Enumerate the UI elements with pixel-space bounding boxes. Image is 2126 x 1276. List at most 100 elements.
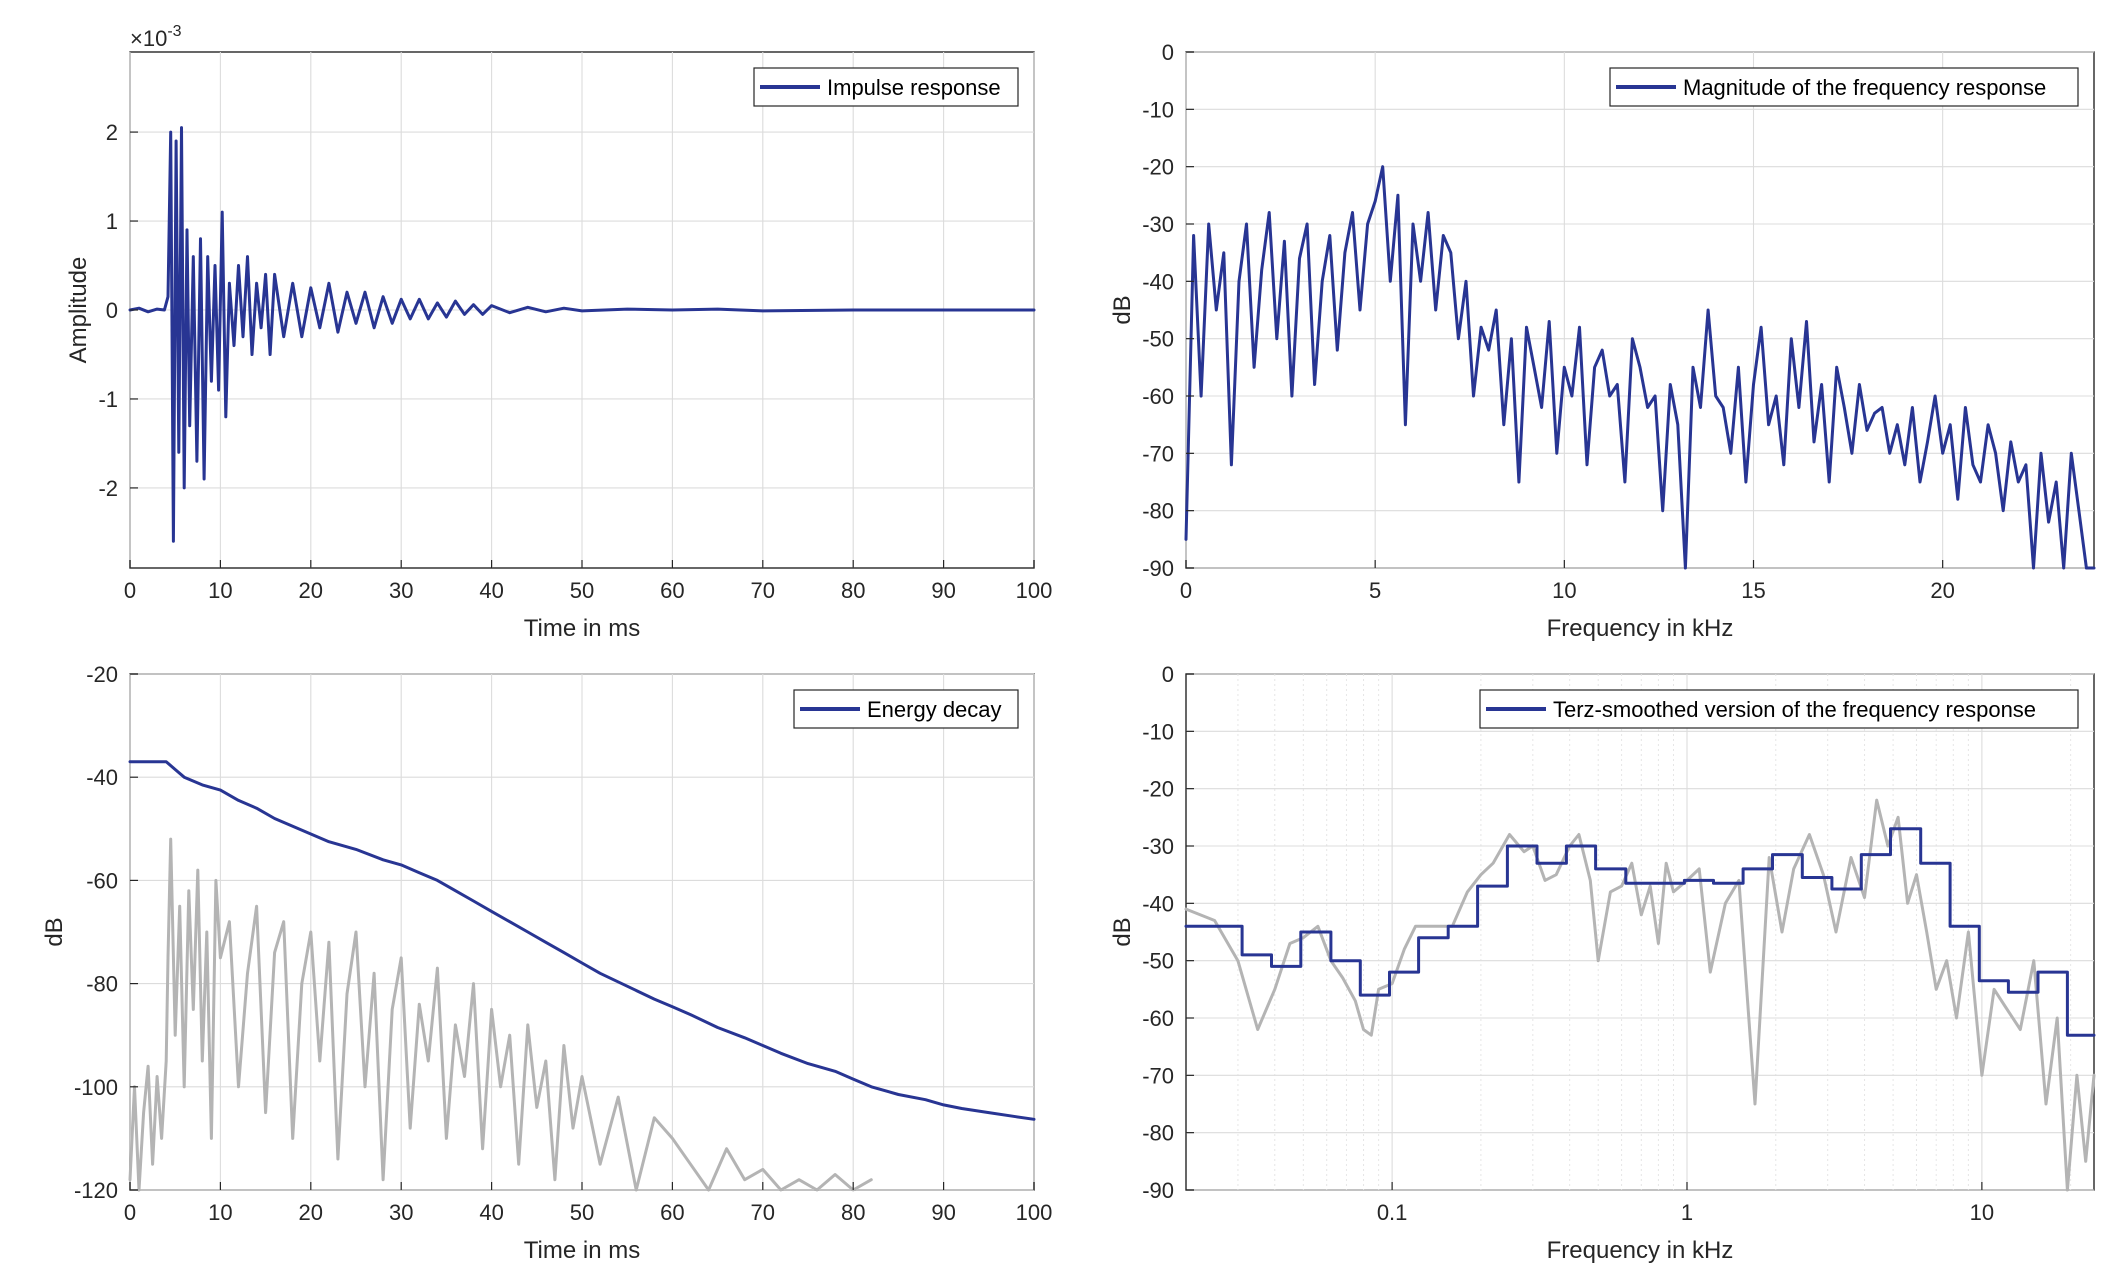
y-tick-label: -1: [98, 387, 118, 412]
plot-area-terz: [1185, 673, 2095, 1191]
legend-label-impulse: Impulse response: [827, 75, 1001, 100]
x-tick-label: 60: [660, 1200, 684, 1225]
y-tick-label: -120: [74, 1178, 118, 1203]
x-tick-label: 70: [751, 1200, 775, 1225]
grid-decay: [129, 673, 1035, 1191]
x-tick-label: 5: [1369, 578, 1381, 603]
x-tick-label: 20: [299, 1200, 323, 1225]
y-tick-label: -60: [1142, 1006, 1174, 1031]
ticks-terz: 0.1 1 10 0 -10 -20 -30 -40 -50 -60 -70 -80 -90: [1142, 662, 1994, 1225]
panel-magnitude: 0 5 10 15 20 0 -10 -20 -30 -40 -50 -60 -70 -80 -90 Fre…: [1109, 40, 2096, 642]
x-axis-label-terz: Frequency in kHz: [1547, 1237, 1734, 1264]
y-tick-label: 1: [106, 209, 118, 234]
x-tick-label: 1: [1681, 1200, 1693, 1225]
panel-terz: 0.1 1 10 0 -10 -20 -30 -40 -50 -60 -70 -80 -90 Frequ…: [1109, 662, 2096, 1264]
grid-magnitude: [1185, 51, 2094, 569]
y-tick-label: -30: [1142, 834, 1174, 859]
x-tick-label: 20: [1930, 578, 1954, 603]
ticks-decay: 0 10 20 30 40 50 60 70 80 90 100 -20 -40 -60 -80 -100 -1…: [74, 662, 1052, 1225]
x-tick-label: 10: [208, 578, 232, 603]
x-tick-label: 30: [389, 578, 413, 603]
y-tick-label: -90: [1142, 1178, 1174, 1203]
x-tick-label: 0.1: [1377, 1200, 1408, 1225]
x-tick-label: 40: [479, 1200, 503, 1225]
x-tick-label: 15: [1741, 578, 1765, 603]
series-line-decay-raw: [128, 837, 873, 1192]
y-tick-label: 2: [106, 120, 118, 145]
y-tick-label: -80: [1142, 499, 1174, 524]
x-tick-label: 0: [124, 1200, 136, 1225]
series-terz: [1184, 798, 2096, 1192]
x-tick-label: 40: [479, 578, 503, 603]
legend-decay: Energy decay: [793, 689, 1019, 729]
x-tick-label: 30: [389, 1200, 413, 1225]
legend-label-terz: Terz-smoothed version of the frequency r…: [1553, 697, 2036, 722]
x-tick-label: 60: [660, 578, 684, 603]
y-tick-label: -70: [1142, 1063, 1174, 1088]
y-tick-label: -10: [1142, 719, 1174, 744]
x-tick-label: 10: [1552, 578, 1576, 603]
y-tick-label: -60: [86, 868, 118, 893]
y-tick-label: -70: [1142, 441, 1174, 466]
x-tick-label: 10: [208, 1200, 232, 1225]
x-tick-label: 0: [124, 578, 136, 603]
x-tick-label: 0: [1180, 578, 1192, 603]
x-tick-label: 80: [841, 578, 865, 603]
legend-magnitude: Magnitude of the frequency response: [1609, 67, 2079, 107]
y-tick-label: 0: [106, 298, 118, 323]
legend-terz: Terz-smoothed version of the frequency r…: [1479, 689, 2079, 729]
series-line-impulse: [128, 126, 1036, 543]
panel-impulse: 0 10 20 30 40 50 60 70 80 90 100 -2 -1 0 1 2 ×10-3 Time…: [65, 23, 1052, 642]
y-tick-label: -100: [74, 1075, 118, 1100]
exponent-label-impulse: ×10-3: [130, 23, 182, 51]
y-tick-label: -50: [1142, 949, 1174, 974]
ticks-impulse: 0 10 20 30 40 50 60 70 80 90 100 -2 -1 0 1 2: [98, 120, 1052, 603]
y-tick-label: -40: [1142, 891, 1174, 916]
y-tick-label: -60: [1142, 384, 1174, 409]
y-tick-label: -50: [1142, 327, 1174, 352]
x-tick-label: 80: [841, 1200, 865, 1225]
x-axis-label-magnitude: Frequency in kHz: [1547, 615, 1734, 642]
y-tick-label: -20: [1142, 155, 1174, 180]
y-tick-label: 0: [1162, 662, 1174, 687]
series-line-terz: [1184, 827, 2096, 1037]
series-decay: [128, 760, 1036, 1192]
legend-label-magnitude: Magnitude of the frequency response: [1683, 75, 2046, 100]
x-tick-label: 100: [1016, 1200, 1053, 1225]
y-tick-label: -20: [1142, 777, 1174, 802]
y-tick-label: -90: [1142, 556, 1174, 581]
x-tick-label: 20: [299, 578, 323, 603]
series-impulse: [128, 126, 1036, 543]
series-magnitude: [1184, 165, 2096, 570]
legend-label-decay: Energy decay: [867, 697, 1002, 722]
y-tick-label: -10: [1142, 97, 1174, 122]
y-axis-label-decay: dB: [41, 917, 68, 946]
y-tick-label: 0: [1162, 40, 1174, 65]
y-tick-label: -40: [86, 765, 118, 790]
x-tick-label: 100: [1016, 578, 1053, 603]
y-axis-label-impulse: Amplitude: [65, 257, 92, 364]
x-tick-label: 90: [931, 1200, 955, 1225]
x-axis-label-decay: Time in ms: [524, 1237, 640, 1264]
legend-box-terz: [1479, 689, 2079, 729]
panel-decay: 0 10 20 30 40 50 60 70 80 90 100 -20 -40 -60 -80 -100 -1…: [41, 662, 1052, 1264]
x-tick-label: 50: [570, 578, 594, 603]
series-line-magnitude: [1184, 165, 2096, 570]
y-axis-label-magnitude: dB: [1109, 295, 1136, 324]
legend-impulse: Impulse response: [753, 67, 1019, 107]
y-tick-label: -80: [1142, 1121, 1174, 1146]
x-tick-label: 10: [1970, 1200, 1994, 1225]
series-line-terz-raw: [1184, 798, 2096, 1192]
y-tick-label: -30: [1142, 212, 1174, 237]
y-tick-label: -2: [98, 476, 118, 501]
ticks-magnitude: 0 5 10 15 20 0 -10 -20 -30 -40 -50 -60 -70 -80 -90: [1142, 40, 1955, 603]
series-line-decay: [128, 760, 1036, 1121]
x-tick-label: 50: [570, 1200, 594, 1225]
y-tick-label: -20: [86, 662, 118, 687]
y-tick-label: -80: [86, 972, 118, 997]
x-tick-label: 70: [751, 578, 775, 603]
x-tick-label: 90: [931, 578, 955, 603]
y-tick-label: -40: [1142, 269, 1174, 294]
legend-box-magnitude: [1609, 67, 2079, 107]
